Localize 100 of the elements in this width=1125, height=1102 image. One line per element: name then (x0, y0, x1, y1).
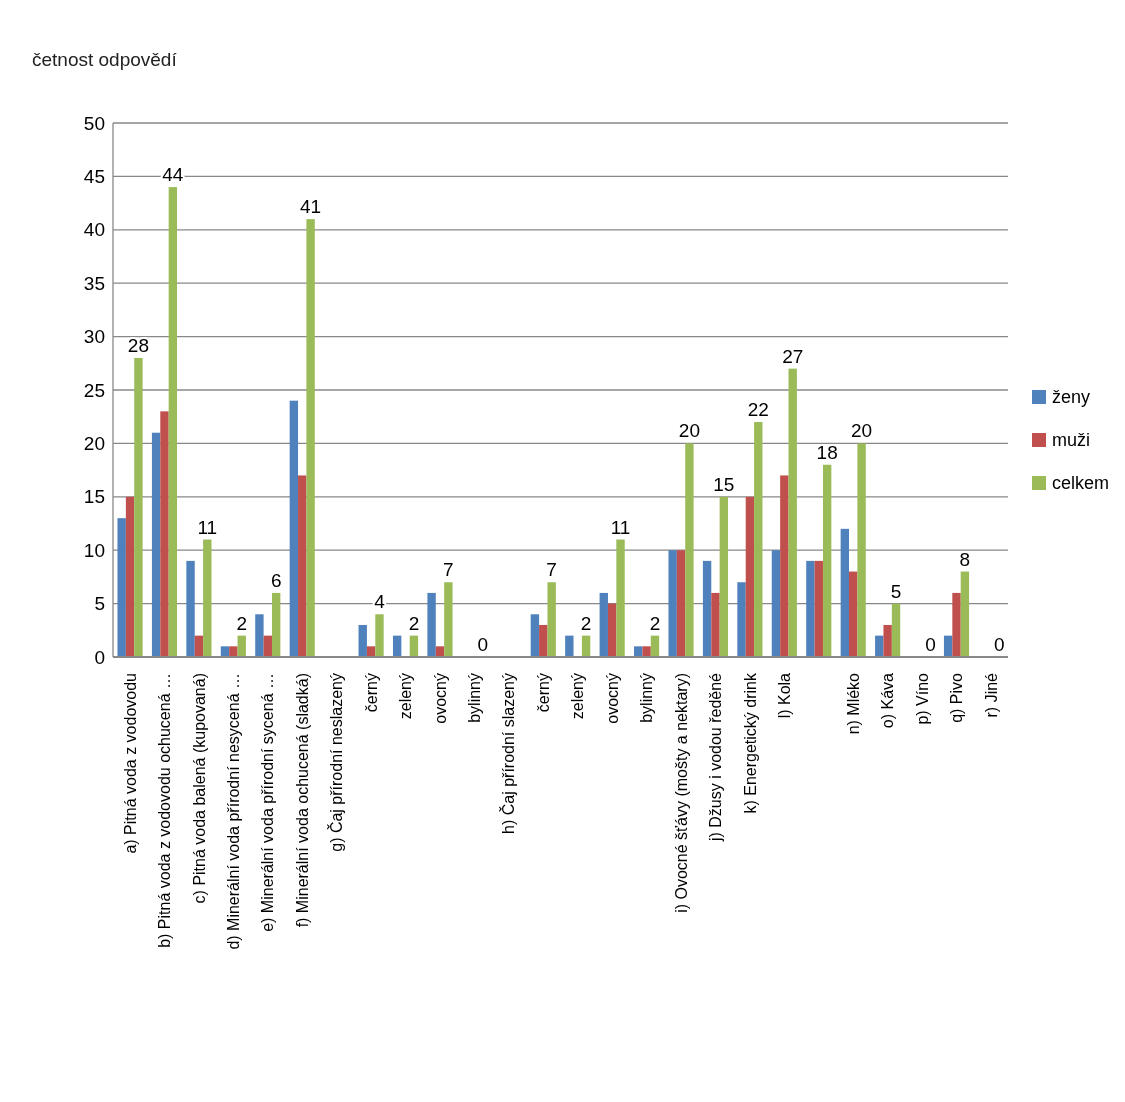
data-label: 11 (610, 516, 631, 538)
bar (186, 560, 195, 657)
data-label: 4 (374, 591, 386, 613)
bar (607, 603, 617, 657)
bar (289, 400, 299, 657)
bar (719, 496, 729, 657)
bar (754, 422, 763, 657)
x-tick-label: zelený (397, 673, 415, 720)
bar (565, 635, 574, 657)
x-tick-label: p) Víno (913, 672, 931, 725)
data-label: 8 (959, 548, 971, 570)
bar (822, 464, 832, 657)
data-label: 7 (443, 559, 454, 581)
x-tick-label: ovocný (603, 673, 621, 724)
x-tick-label: zelený (569, 673, 587, 720)
y-tick-label: 20 (83, 433, 105, 455)
bar (891, 603, 901, 657)
x-tick-label: černý (362, 673, 380, 713)
bar (960, 571, 970, 657)
data-label: 6 (270, 569, 282, 591)
bar (702, 560, 712, 657)
x-tick-label: n) Mléko (844, 672, 862, 735)
x-tick-label: bylinný (638, 673, 656, 723)
bar (358, 624, 367, 657)
y-axis-title: četnost odpovědí (32, 49, 178, 70)
bar (444, 582, 453, 657)
y-tick-label: 5 (94, 593, 105, 615)
bar (771, 550, 781, 657)
y-tick-label: 25 (83, 379, 105, 401)
bar (168, 187, 178, 657)
bar (125, 496, 135, 657)
x-tick-label: l) Kola (775, 672, 793, 719)
bar (814, 560, 823, 657)
bar (599, 592, 608, 657)
bar (685, 443, 694, 657)
x-tick-label: bylinný (466, 673, 484, 723)
y-tick-label: 50 (83, 112, 105, 134)
bar (616, 539, 625, 657)
bar (151, 432, 161, 657)
x-tick-label: a) Pitná voda z vodovodu (121, 673, 139, 854)
x-tick-label: h) Čaj přírodní slazený (499, 673, 518, 834)
bar (539, 624, 548, 657)
bar (306, 219, 315, 657)
bar (220, 646, 230, 657)
data-label: 20 (678, 420, 700, 442)
y-tick-label: 35 (83, 272, 105, 294)
x-tick-label: f) Minerální voda ochucená (sladká) (293, 673, 311, 928)
bar (229, 646, 238, 657)
bar (117, 518, 126, 657)
data-label: 5 (890, 580, 902, 602)
bar (737, 582, 746, 657)
data-label: 18 (816, 441, 838, 463)
x-tick-label: r) Jiné (982, 672, 1000, 718)
data-label: 0 (994, 634, 1005, 655)
data-label: 15 (713, 473, 735, 495)
y-tick-label: 15 (83, 486, 105, 508)
bar (642, 646, 651, 657)
bar (849, 571, 858, 657)
x-tick-label: černý (534, 673, 552, 713)
bar (134, 357, 143, 657)
data-label: 2 (236, 612, 248, 634)
bar (160, 411, 169, 657)
legend-label: celkem (1052, 473, 1110, 494)
y-tick-label: 10 (83, 539, 105, 561)
bar (840, 528, 850, 657)
data-label: 41 (300, 196, 322, 218)
bar (634, 646, 643, 657)
x-tick-label: ovocný (431, 673, 449, 724)
bar (255, 614, 264, 657)
data-label: 7 (546, 559, 557, 581)
bar (271, 592, 281, 657)
data-label: 2 (649, 612, 661, 634)
x-tick-label: j) Džusy i vodou ředěné (707, 672, 725, 843)
data-label: 22 (747, 399, 769, 421)
data-label: 0 (477, 634, 489, 655)
bar (806, 560, 815, 657)
data-label: 44 (162, 164, 184, 186)
x-tick-label: c) Pitná voda balená (kupovaná) (190, 673, 208, 904)
bar (788, 368, 797, 657)
bar (952, 592, 961, 657)
bar (711, 592, 720, 657)
bar (435, 646, 445, 657)
bar (530, 614, 540, 657)
bar (203, 539, 212, 657)
data-label: 2 (580, 612, 592, 634)
data-label: 20 (851, 420, 873, 442)
y-tick-label: 45 (83, 166, 105, 188)
bar (676, 550, 686, 657)
bar (375, 614, 384, 657)
bar (366, 646, 376, 657)
x-tick-label: b) Pitná voda z vodovodu ochucená … (156, 673, 174, 948)
data-label: 0 (925, 634, 936, 655)
bar (857, 443, 866, 657)
data-label: 2 (408, 612, 420, 634)
y-tick-label: 40 (83, 219, 105, 241)
x-tick-label: o) Káva (879, 672, 897, 729)
bar (668, 550, 677, 657)
bar (780, 475, 789, 657)
x-tick-label: g) Čaj přírodní neslazený (327, 673, 346, 852)
data-label: 11 (197, 516, 218, 538)
